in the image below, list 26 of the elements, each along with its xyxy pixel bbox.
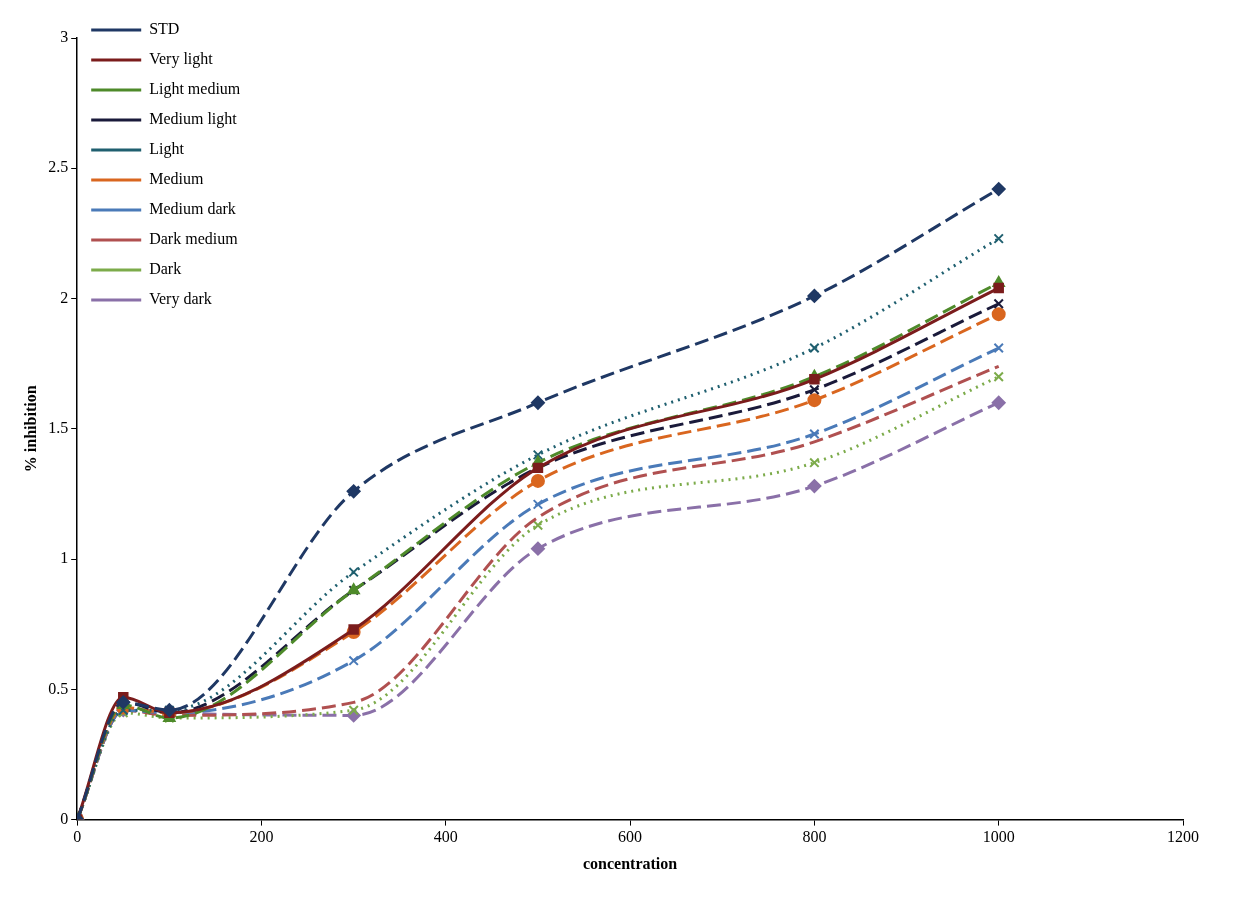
y-tick-label: 1.5 (48, 419, 69, 436)
x-tick-label: 800 (802, 828, 827, 846)
y-axis-title: % inhibition (21, 385, 39, 473)
x-tick-label: 1000 (982, 828, 1015, 846)
x-tick-label: 400 (433, 828, 458, 846)
legend-label: Dark (149, 260, 182, 278)
y-tick-label: 1 (60, 549, 69, 567)
x-tick-label: 600 (618, 828, 643, 846)
legend-label: Dark medium (149, 230, 239, 248)
y-tick-label: 2 (60, 288, 69, 306)
y-tick-label: 0.5 (48, 679, 69, 697)
y-tick-label: 2.5 (48, 158, 69, 176)
x-tick-label: 200 (249, 828, 274, 846)
legend-label: Very light (149, 50, 214, 69)
legend-label: Light (149, 140, 185, 159)
x-tick-label: 0 (73, 828, 82, 846)
y-tick-label: 0 (60, 809, 69, 827)
y-tick-label: 3 (60, 28, 69, 46)
x-axis-title: concentration (583, 854, 678, 872)
legend-label: Medium light (149, 110, 238, 129)
x-tick-label: 1200 (1167, 828, 1199, 846)
legend-label: Light medium (149, 80, 241, 99)
legend-label: Medium dark (149, 200, 236, 218)
legend-label: Very dark (149, 290, 212, 309)
legend-label: STD (149, 20, 180, 38)
legend-label: Medium (149, 170, 204, 188)
